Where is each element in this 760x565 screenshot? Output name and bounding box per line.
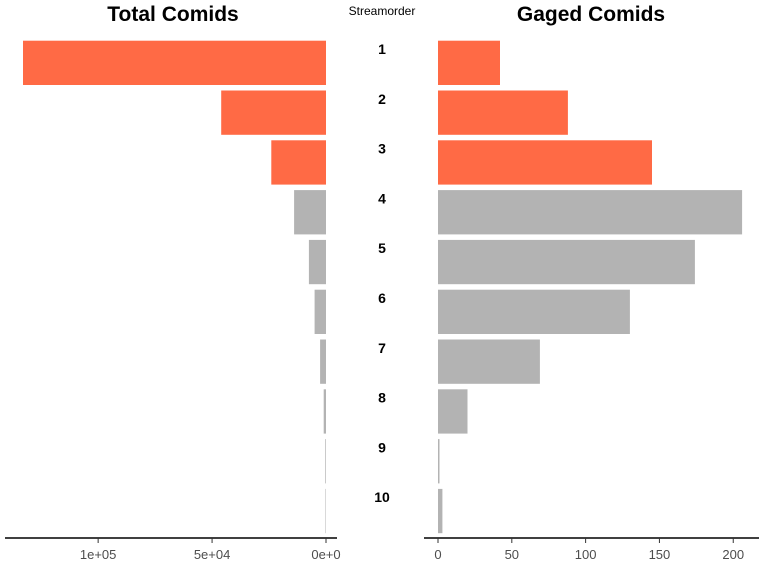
right-panel-title: Gaged Comids: [517, 3, 665, 26]
streamorder-label-8: 8: [378, 390, 386, 406]
left-bar-order-6: [314, 289, 326, 334]
right-x-tick-label: 100: [575, 547, 597, 562]
right-bar-order-9: [438, 439, 440, 484]
left-x-tick-label: 5e+04: [194, 547, 231, 562]
left-bar-order-2: [221, 90, 326, 135]
right-bar-order-2: [438, 90, 568, 135]
right-bar-order-7: [438, 339, 540, 384]
streamorder-axis-title: Streamorder: [349, 4, 416, 18]
left-x-tick-label: 1e+05: [80, 547, 117, 562]
streamorder-label-10: 10: [374, 489, 390, 505]
right-x-tick-label: 200: [722, 547, 744, 562]
left-bar-order-3: [271, 140, 326, 185]
left-x-axis-ticks: 1e+05 5e+04 0e+0: [80, 538, 341, 562]
right-x-axis-ticks: 0 50 100 150 200: [434, 538, 744, 562]
right-bar-order-8: [438, 389, 468, 434]
streamorder-label-2: 2: [378, 91, 386, 107]
left-bar-order-9: [325, 439, 326, 484]
left-panel-title: Total Comids: [107, 3, 238, 26]
streamorder-label-6: 6: [378, 290, 386, 306]
streamorder-label-5: 5: [378, 240, 386, 256]
right-panel-bars: [438, 40, 743, 534]
left-bar-order-1: [23, 40, 326, 85]
streamorder-label-7: 7: [378, 340, 386, 356]
right-bar-order-3: [438, 140, 652, 185]
streamorder-label-3: 3: [378, 141, 386, 157]
right-bar-order-10: [438, 488, 443, 534]
streamorder-label-9: 9: [378, 439, 386, 455]
streamorder-label-4: 4: [378, 190, 386, 206]
right-bar-order-1: [438, 40, 500, 85]
left-bar-order-7: [320, 339, 326, 384]
streamorder-labels: 1 2 3 4 5 6 7 8 9 10: [374, 41, 390, 505]
streamorder-label-1: 1: [378, 41, 386, 57]
left-bar-order-5: [308, 239, 326, 285]
left-bar-order-4: [294, 190, 326, 235]
left-bar-order-8: [323, 389, 326, 434]
right-bar-order-4: [438, 190, 743, 235]
right-bar-order-5: [438, 239, 695, 285]
right-x-tick-label: 150: [649, 547, 671, 562]
right-x-tick-label: 0: [434, 547, 441, 562]
right-x-tick-label: 50: [505, 547, 519, 562]
right-bar-order-6: [438, 289, 630, 334]
left-panel-bars: [23, 40, 326, 534]
left-x-tick-label: 0e+0: [311, 547, 340, 562]
left-bar-order-10: [325, 488, 326, 534]
